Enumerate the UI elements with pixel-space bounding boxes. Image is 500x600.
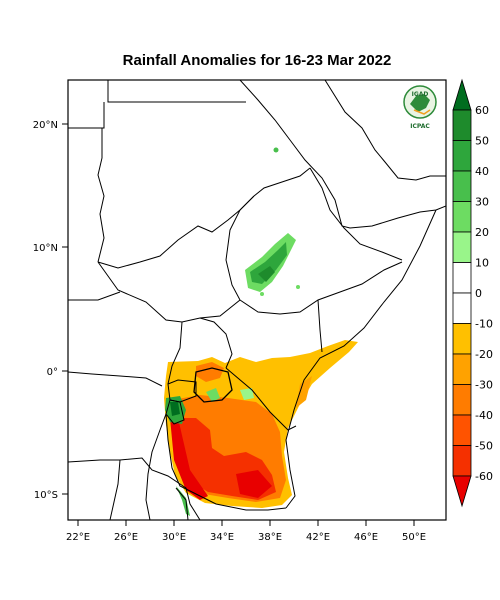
lon-tick-label: 22°E xyxy=(66,532,90,543)
colorbar-label: -10 xyxy=(475,318,493,331)
lon-tick-label: 46°E xyxy=(354,532,378,543)
colorbar-label: 20 xyxy=(475,226,489,239)
colorbar-box xyxy=(452,353,472,385)
colorbar-box xyxy=(452,414,472,446)
dry-anomaly-east-africa xyxy=(164,340,358,508)
colorbar-label: -60 xyxy=(475,470,493,483)
anomaly-shading xyxy=(164,147,358,516)
colorbar-box xyxy=(452,262,472,294)
lat-tick-label: 10°S xyxy=(34,490,58,501)
map-frame xyxy=(67,79,447,521)
map-title: Rainfall Anomalies for 16-23 Mar 2022 xyxy=(122,52,392,69)
colorbar-box xyxy=(452,323,472,355)
logo-name: IGAD xyxy=(412,91,429,98)
colorbar-box xyxy=(452,201,472,233)
colorbar-box xyxy=(452,231,472,263)
colorbar-box xyxy=(452,109,472,141)
colorbar-label: -30 xyxy=(475,379,493,392)
lon-tick-label: 30°E xyxy=(162,532,186,543)
lon-tick-label: 50°E xyxy=(402,532,426,543)
lon-tick-label: 26°E xyxy=(114,532,138,543)
colorbar-box xyxy=(452,384,472,416)
wet-anomaly-ethiopia xyxy=(245,147,300,296)
lon-tick-label: 34°E xyxy=(210,532,234,543)
colorbar-box xyxy=(452,445,472,477)
colorbar: 60 50 40 30 20 10 0 -10 -20 -30 -40 -50 -60 xyxy=(452,78,493,508)
axis-ticks xyxy=(62,123,415,526)
lon-tick-label: 38°E xyxy=(258,532,282,543)
colorbar-box xyxy=(452,170,472,202)
country-borders xyxy=(68,80,446,520)
colorbar-label: 60 xyxy=(475,104,489,117)
colorbar-label: 50 xyxy=(475,135,489,148)
colorbar-label: -50 xyxy=(475,440,493,453)
lat-tick-label: 20°N xyxy=(33,120,58,131)
igad-logo: IGAD ICPAC xyxy=(403,85,437,130)
logo-caption: ICPAC xyxy=(410,123,430,130)
colorbar-label: 0 xyxy=(475,287,482,300)
colorbar-label: -40 xyxy=(475,409,493,422)
colorbar-label: 10 xyxy=(475,257,489,270)
colorbar-box xyxy=(452,140,472,172)
colorbar-label: 40 xyxy=(475,165,489,178)
lon-tick-label: 42°E xyxy=(306,532,330,543)
colorbar-arrow-bottom xyxy=(452,475,472,508)
colorbar-arrow-top xyxy=(452,78,472,111)
colorbar-label: -20 xyxy=(475,348,493,361)
colorbar-box xyxy=(452,292,472,324)
lat-tick-label: 10°N xyxy=(33,243,58,254)
lat-tick-label: 0° xyxy=(47,367,58,378)
colorbar-label: 30 xyxy=(475,196,489,209)
